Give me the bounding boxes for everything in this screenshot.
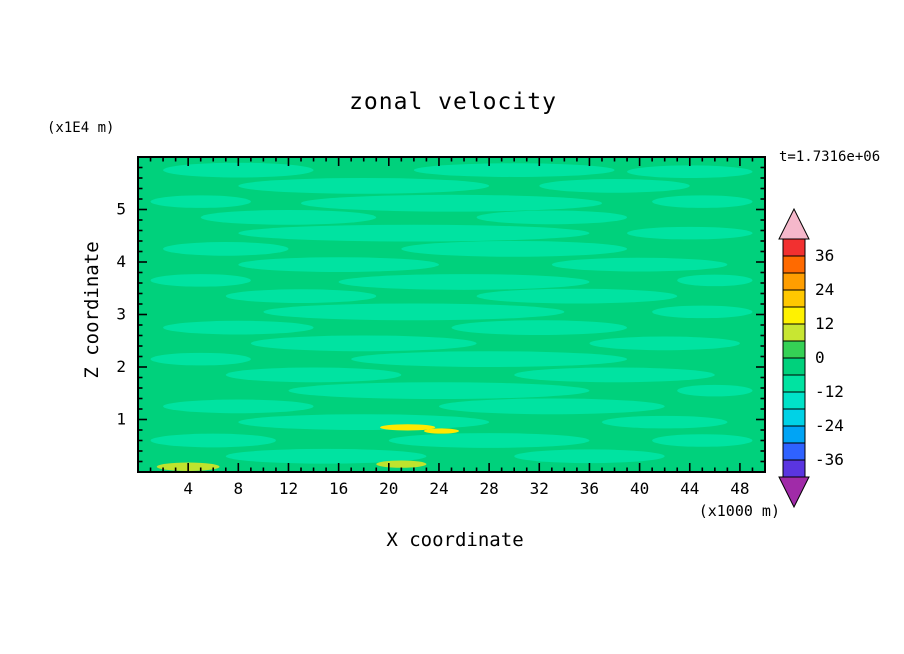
- contour-band: [225, 289, 377, 303]
- contour-band: [238, 178, 490, 194]
- x-tick-label: 8: [233, 479, 243, 498]
- time-annotation: t=1.7316e+06: [779, 149, 881, 165]
- x-tick-label: 12: [279, 479, 298, 498]
- colorbar-label: -12: [815, 382, 844, 401]
- x-tick-label: 44: [680, 479, 699, 498]
- colorbar-label: 12: [815, 314, 834, 333]
- contour-band: [476, 210, 628, 225]
- contour-band: [238, 224, 590, 242]
- contour-band: [451, 320, 628, 335]
- x-tick-label: 24: [429, 479, 448, 498]
- z-tick-label: 1: [116, 410, 126, 429]
- colorbar-segment: [782, 425, 806, 444]
- contour-band: [388, 433, 590, 448]
- contour-band: [163, 399, 314, 414]
- contour-band: [514, 367, 715, 383]
- contour-band: [423, 428, 460, 434]
- colorbar-label: 24: [815, 280, 834, 299]
- contour-band: [376, 460, 427, 468]
- z-tick-label: 3: [116, 305, 126, 324]
- contour-band: [627, 165, 753, 178]
- contour-band: [677, 274, 753, 287]
- contour-band: [438, 398, 665, 415]
- contour-band: [301, 194, 602, 212]
- contour-band: [163, 242, 289, 256]
- contour-band: [476, 288, 678, 304]
- contour-band: [652, 195, 753, 208]
- x-tick-label: 4: [183, 479, 193, 498]
- x-tick-label: 36: [580, 479, 599, 498]
- x-tick-label: 16: [329, 479, 348, 498]
- contour-band: [163, 320, 314, 335]
- contour-band: [677, 384, 753, 397]
- colorbar-segment: [782, 391, 806, 410]
- contour-band: [652, 305, 753, 319]
- contour-band: [225, 448, 427, 464]
- contour-band: [589, 336, 740, 351]
- contour-band: [288, 382, 590, 400]
- colorbar-segment: [782, 357, 806, 376]
- contour-band: [163, 162, 314, 178]
- z-tick-label: 4: [116, 252, 126, 271]
- x-axis-label: X coordinate: [386, 529, 524, 551]
- contour-band: [150, 274, 251, 287]
- colorbar-bottom-arrow: [778, 476, 810, 509]
- contour-band: [150, 433, 276, 448]
- x-tick-label: 40: [630, 479, 649, 498]
- y-axis-units-label: (x1E4 m): [47, 120, 115, 136]
- contour-band: [200, 210, 377, 225]
- contour-band: [401, 241, 628, 257]
- colorbar-top-arrow: [778, 207, 810, 240]
- colorbar-segment: [782, 408, 806, 427]
- colorbar-segment: [782, 374, 806, 393]
- contour-band: [351, 351, 628, 367]
- colorbar-label: -36: [815, 450, 844, 469]
- z-tick-label: 2: [116, 357, 126, 376]
- contour-band: [250, 335, 477, 352]
- contour-band: [539, 179, 690, 193]
- contour-band: [652, 434, 753, 447]
- colorbar-segment: [782, 442, 806, 461]
- contour-band: [601, 415, 728, 429]
- colorbar-label: 0: [815, 348, 825, 367]
- contour-band: [238, 257, 439, 272]
- x-tick-label: 28: [479, 479, 498, 498]
- contour-band: [551, 257, 728, 272]
- axis-ticks: [138, 157, 765, 472]
- contour-band: [514, 449, 665, 464]
- colorbar-segment: [782, 238, 806, 257]
- contour-band: [263, 303, 565, 321]
- colorbar-label: 36: [815, 246, 834, 265]
- x-tick-label: 32: [530, 479, 549, 498]
- contour-band: [150, 352, 251, 366]
- contour-band: [225, 367, 402, 383]
- plot-title: zonal velocity: [349, 89, 557, 115]
- colorbar-segment: [782, 306, 806, 325]
- z-tick-label: 5: [116, 200, 126, 219]
- x-axis-units-label: (x1000 m): [698, 502, 780, 520]
- x-tick-label: 48: [730, 479, 749, 498]
- contour-band: [627, 226, 753, 240]
- colorbar-segment: [782, 323, 806, 342]
- colorbar-segment: [782, 289, 806, 308]
- colorbar-label: -24: [815, 416, 844, 435]
- contour-band: [413, 163, 615, 177]
- contour-band: [238, 414, 490, 430]
- contour-field: [138, 157, 765, 472]
- colorbar-segment: [782, 272, 806, 291]
- contour-band: [338, 274, 590, 290]
- colorbar-segment: [782, 459, 806, 478]
- colorbar-segment: [782, 340, 806, 359]
- x-tick-label: 20: [379, 479, 398, 498]
- contour-band: [380, 424, 436, 431]
- colorbar-segment: [782, 255, 806, 274]
- contour-band: [150, 195, 251, 208]
